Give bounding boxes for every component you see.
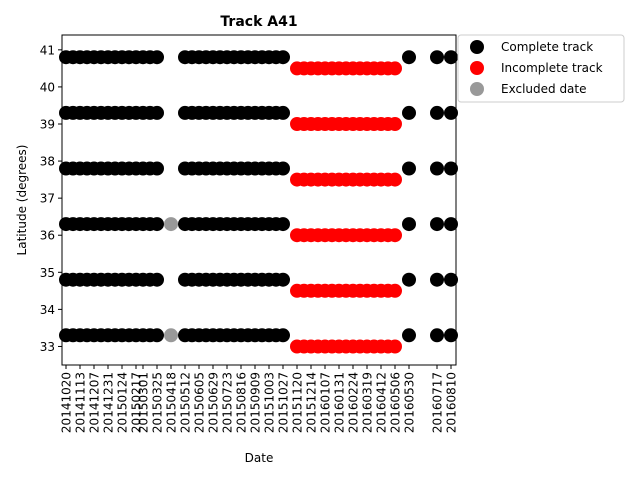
data-point-complete bbox=[150, 161, 164, 176]
x-tick-label: 20160107 bbox=[319, 372, 333, 433]
x-tick-label: 20160810 bbox=[445, 372, 459, 433]
x-tick-label: 20150629 bbox=[207, 372, 221, 433]
data-point-complete bbox=[444, 105, 458, 120]
plot-frame bbox=[61, 34, 457, 366]
legend-box bbox=[457, 34, 625, 103]
legend-label-excluded: Excluded date bbox=[501, 82, 587, 96]
data-point-complete bbox=[430, 328, 444, 343]
x-tick-label: 20150723 bbox=[221, 372, 235, 433]
x-tick-label: 20160319 bbox=[361, 372, 375, 433]
x-tick-label: 20150816 bbox=[235, 372, 249, 433]
data-point-complete bbox=[150, 272, 164, 287]
data-point-complete bbox=[150, 328, 164, 343]
data-point-incomplete bbox=[388, 117, 402, 131]
x-tick-label: 20150605 bbox=[193, 372, 207, 433]
data-point-incomplete bbox=[388, 339, 402, 354]
x-tick-label: 20141020 bbox=[60, 372, 74, 433]
x-tick-label: 20150217 bbox=[130, 372, 144, 433]
y-tick-label: 39 bbox=[40, 117, 55, 131]
data-point-complete bbox=[276, 50, 290, 65]
data-point-complete bbox=[402, 217, 416, 232]
data-point-complete bbox=[276, 105, 290, 120]
y-tick-label: 37 bbox=[40, 192, 55, 206]
legend: Complete track Incomplete track Excluded… bbox=[457, 34, 625, 103]
x-tick-label: 20150124 bbox=[116, 372, 130, 433]
x-tick-label: 20160224 bbox=[347, 372, 361, 433]
x-tick-label: 20151003 bbox=[263, 372, 277, 433]
x-axis-label: Date bbox=[245, 451, 274, 465]
x-tick-label: 20160412 bbox=[375, 372, 389, 433]
data-point-complete bbox=[430, 161, 444, 176]
x-tick-label: 20141207 bbox=[88, 372, 102, 433]
data-point-complete bbox=[444, 272, 458, 287]
x-tick-label: 20150512 bbox=[179, 372, 193, 433]
x-tick-label: 20150418 bbox=[165, 372, 179, 433]
x-tick-label: 20150325 bbox=[151, 372, 165, 433]
data-point-complete bbox=[430, 217, 444, 232]
data-point-complete bbox=[402, 272, 416, 287]
y-tick-label: 34 bbox=[40, 303, 55, 317]
data-point-complete bbox=[430, 50, 444, 65]
data-point-complete bbox=[444, 50, 458, 65]
y-tick-label: 33 bbox=[40, 340, 55, 354]
x-axis: 20141020 20141113 20141207 20141231 20150124… bbox=[60, 365, 459, 433]
y-tick-label: 40 bbox=[40, 80, 55, 94]
x-tick-label: 20141113 bbox=[74, 372, 88, 433]
data-point-incomplete bbox=[388, 61, 402, 76]
data-point-complete bbox=[276, 217, 290, 232]
chart-title: Track A41 bbox=[220, 14, 297, 30]
legend-marker-incomplete bbox=[470, 61, 484, 75]
y-tick-label: 36 bbox=[40, 229, 55, 243]
data-point-complete bbox=[444, 161, 458, 176]
y-axis: 33 34 35 36 37 38 39 40 41 bbox=[40, 43, 62, 354]
data-point-incomplete bbox=[388, 228, 402, 243]
y-tick-label: 41 bbox=[40, 43, 55, 57]
data-point-complete bbox=[150, 50, 164, 65]
legend-marker-complete bbox=[470, 40, 484, 54]
data-point-complete bbox=[430, 272, 444, 287]
x-tick-label: 20141231 bbox=[102, 372, 116, 433]
data-point-incomplete bbox=[388, 172, 402, 187]
x-tick-label: 20160131 bbox=[333, 372, 347, 433]
data-point-excluded bbox=[164, 217, 178, 232]
data-point-excluded bbox=[164, 328, 178, 343]
legend-marker-excluded bbox=[470, 82, 484, 96]
legend-label-complete: Complete track bbox=[501, 40, 593, 54]
data-point-complete bbox=[150, 105, 164, 120]
data-point-complete bbox=[402, 161, 416, 176]
x-tick-label: 20160506 bbox=[389, 372, 403, 433]
y-tick-label: 35 bbox=[40, 266, 55, 280]
data-point-complete bbox=[276, 161, 290, 176]
x-tick-label: 20150301 bbox=[137, 372, 151, 433]
y-tick-label: 38 bbox=[40, 155, 55, 169]
data-point-complete bbox=[444, 328, 458, 343]
points-layer bbox=[59, 50, 458, 354]
x-tick-label: 20151027 bbox=[277, 372, 291, 433]
data-point-complete bbox=[150, 217, 164, 232]
data-point-complete bbox=[444, 217, 458, 232]
legend-label-incomplete: Incomplete track bbox=[501, 61, 603, 75]
data-point-complete bbox=[430, 105, 444, 120]
y-axis-label: Latitude (degrees) bbox=[15, 145, 29, 256]
data-point-complete bbox=[402, 105, 416, 120]
data-point-incomplete bbox=[388, 283, 402, 298]
x-tick-label: 20151214 bbox=[305, 372, 319, 433]
data-point-complete bbox=[276, 272, 290, 287]
x-tick-label: 20160530 bbox=[403, 372, 417, 433]
x-tick-label: 20150909 bbox=[249, 372, 263, 433]
x-tick-label: 20151120 bbox=[291, 372, 305, 433]
x-tick-label: 20160717 bbox=[431, 372, 445, 433]
data-point-complete bbox=[402, 328, 416, 343]
data-point-complete bbox=[276, 328, 290, 343]
data-point-complete bbox=[402, 50, 416, 65]
